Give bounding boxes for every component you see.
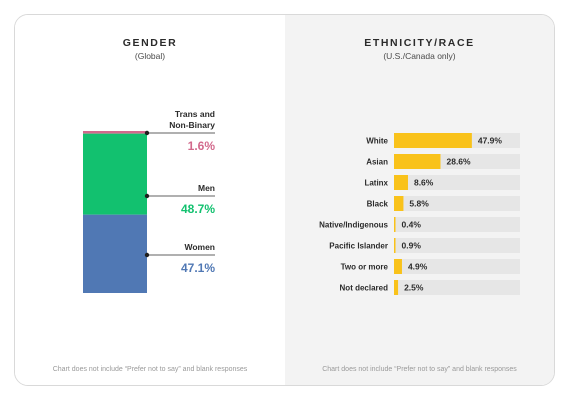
gender-value-women: 47.1% — [181, 261, 215, 275]
ethnicity-track-latinx — [394, 175, 520, 190]
ethnicity-bar-white — [394, 133, 472, 148]
gender-value-men: 48.7% — [181, 202, 215, 216]
ethnicity-bar-not-declared — [394, 280, 399, 295]
gender-label-trans-and-non-binary-line-2: Non-Binary — [169, 120, 215, 130]
gender-leader-dot-men — [144, 193, 150, 199]
ethnicity-subtitle: (U.S./Canada only) — [383, 51, 456, 61]
ethnicity-title: ETHNICITY/RACE — [364, 37, 475, 49]
ethnicity-bar-latinx — [394, 175, 408, 190]
ethnicity-panel: ETHNICITY/RACE (U.S./Canada only) White 4… — [285, 15, 554, 385]
ethnicity-label-latinx: Latinx — [364, 179, 388, 188]
report-card: GENDER (Global) Trans and Non-Binary 1.6% M… — [14, 14, 555, 386]
ethnicity-bar-two-or-more — [394, 259, 402, 274]
gender-title: GENDER — [122, 37, 178, 49]
gender-panel: GENDER (Global) Trans and Non-Binary 1.6% M… — [15, 15, 285, 385]
ethnicity-bar-chart: White 47.9% Asian 28.6% Latinx 8.6% Black 5.8% N… — [319, 133, 520, 295]
ethnicity-value-native-indigenous: 0.4% — [402, 220, 422, 230]
ethnicity-label-asian: Asian — [366, 158, 388, 167]
ethnicity-track-native-indigenous — [394, 217, 520, 232]
ethnicity-label-pacific-islander: Pacific Islander — [329, 242, 388, 251]
ethnicity-bar-pacific-islander — [394, 238, 396, 253]
gender-segment-trans-and-non-binary — [83, 131, 147, 134]
gender-leader-dot-trans-and-non-binary — [144, 130, 150, 136]
ethnicity-value-white: 47.9% — [478, 136, 503, 146]
ethnicity-label-two-or-more: Two or more — [341, 263, 389, 272]
ethnicity-value-two-or-more: 4.9% — [408, 262, 428, 272]
gender-value-trans-and-non-binary: 1.6% — [188, 139, 216, 153]
ethnicity-label-native-indigenous: Native/Indigenous — [319, 221, 388, 230]
gender-leader-dot-women — [144, 252, 150, 258]
gender-label-trans-and-non-binary-line-1: Trans and — [175, 109, 215, 119]
ethnicity-value-not-declared: 2.5% — [404, 283, 424, 293]
ethnicity-label-not-declared: Not declared — [340, 284, 389, 293]
gender-segment-men — [83, 133, 147, 215]
ethnicity-track-pacific-islander — [394, 238, 520, 253]
ethnicity-value-pacific-islander: 0.9% — [402, 241, 422, 251]
ethnicity-value-black: 5.8% — [409, 199, 429, 209]
gender-label-women: Women — [184, 242, 215, 252]
ethnicity-value-asian: 28.6% — [446, 157, 471, 167]
ethnicity-bar-black — [394, 196, 404, 211]
gender-subtitle: (Global) — [134, 51, 166, 61]
ethnicity-bar-asian — [394, 154, 441, 169]
ethnicity-label-white: White — [366, 137, 388, 146]
gender-label-men: Men — [198, 183, 215, 193]
ethnicity-track-black — [394, 196, 520, 211]
ethnicity-footnote: Chart does not include “Prefer not to sa… — [322, 366, 517, 373]
ethnicity-track-two-or-more — [394, 259, 520, 274]
ethnicity-track-not-declared — [394, 280, 520, 295]
ethnicity-value-latinx: 8.6% — [414, 178, 434, 188]
gender-segment-women — [83, 214, 147, 293]
ethnicity-bar-native-indigenous — [394, 217, 396, 232]
ethnicity-label-black: Black — [367, 200, 389, 209]
gender-footnote: Chart does not include “Prefer not to sa… — [52, 366, 248, 373]
